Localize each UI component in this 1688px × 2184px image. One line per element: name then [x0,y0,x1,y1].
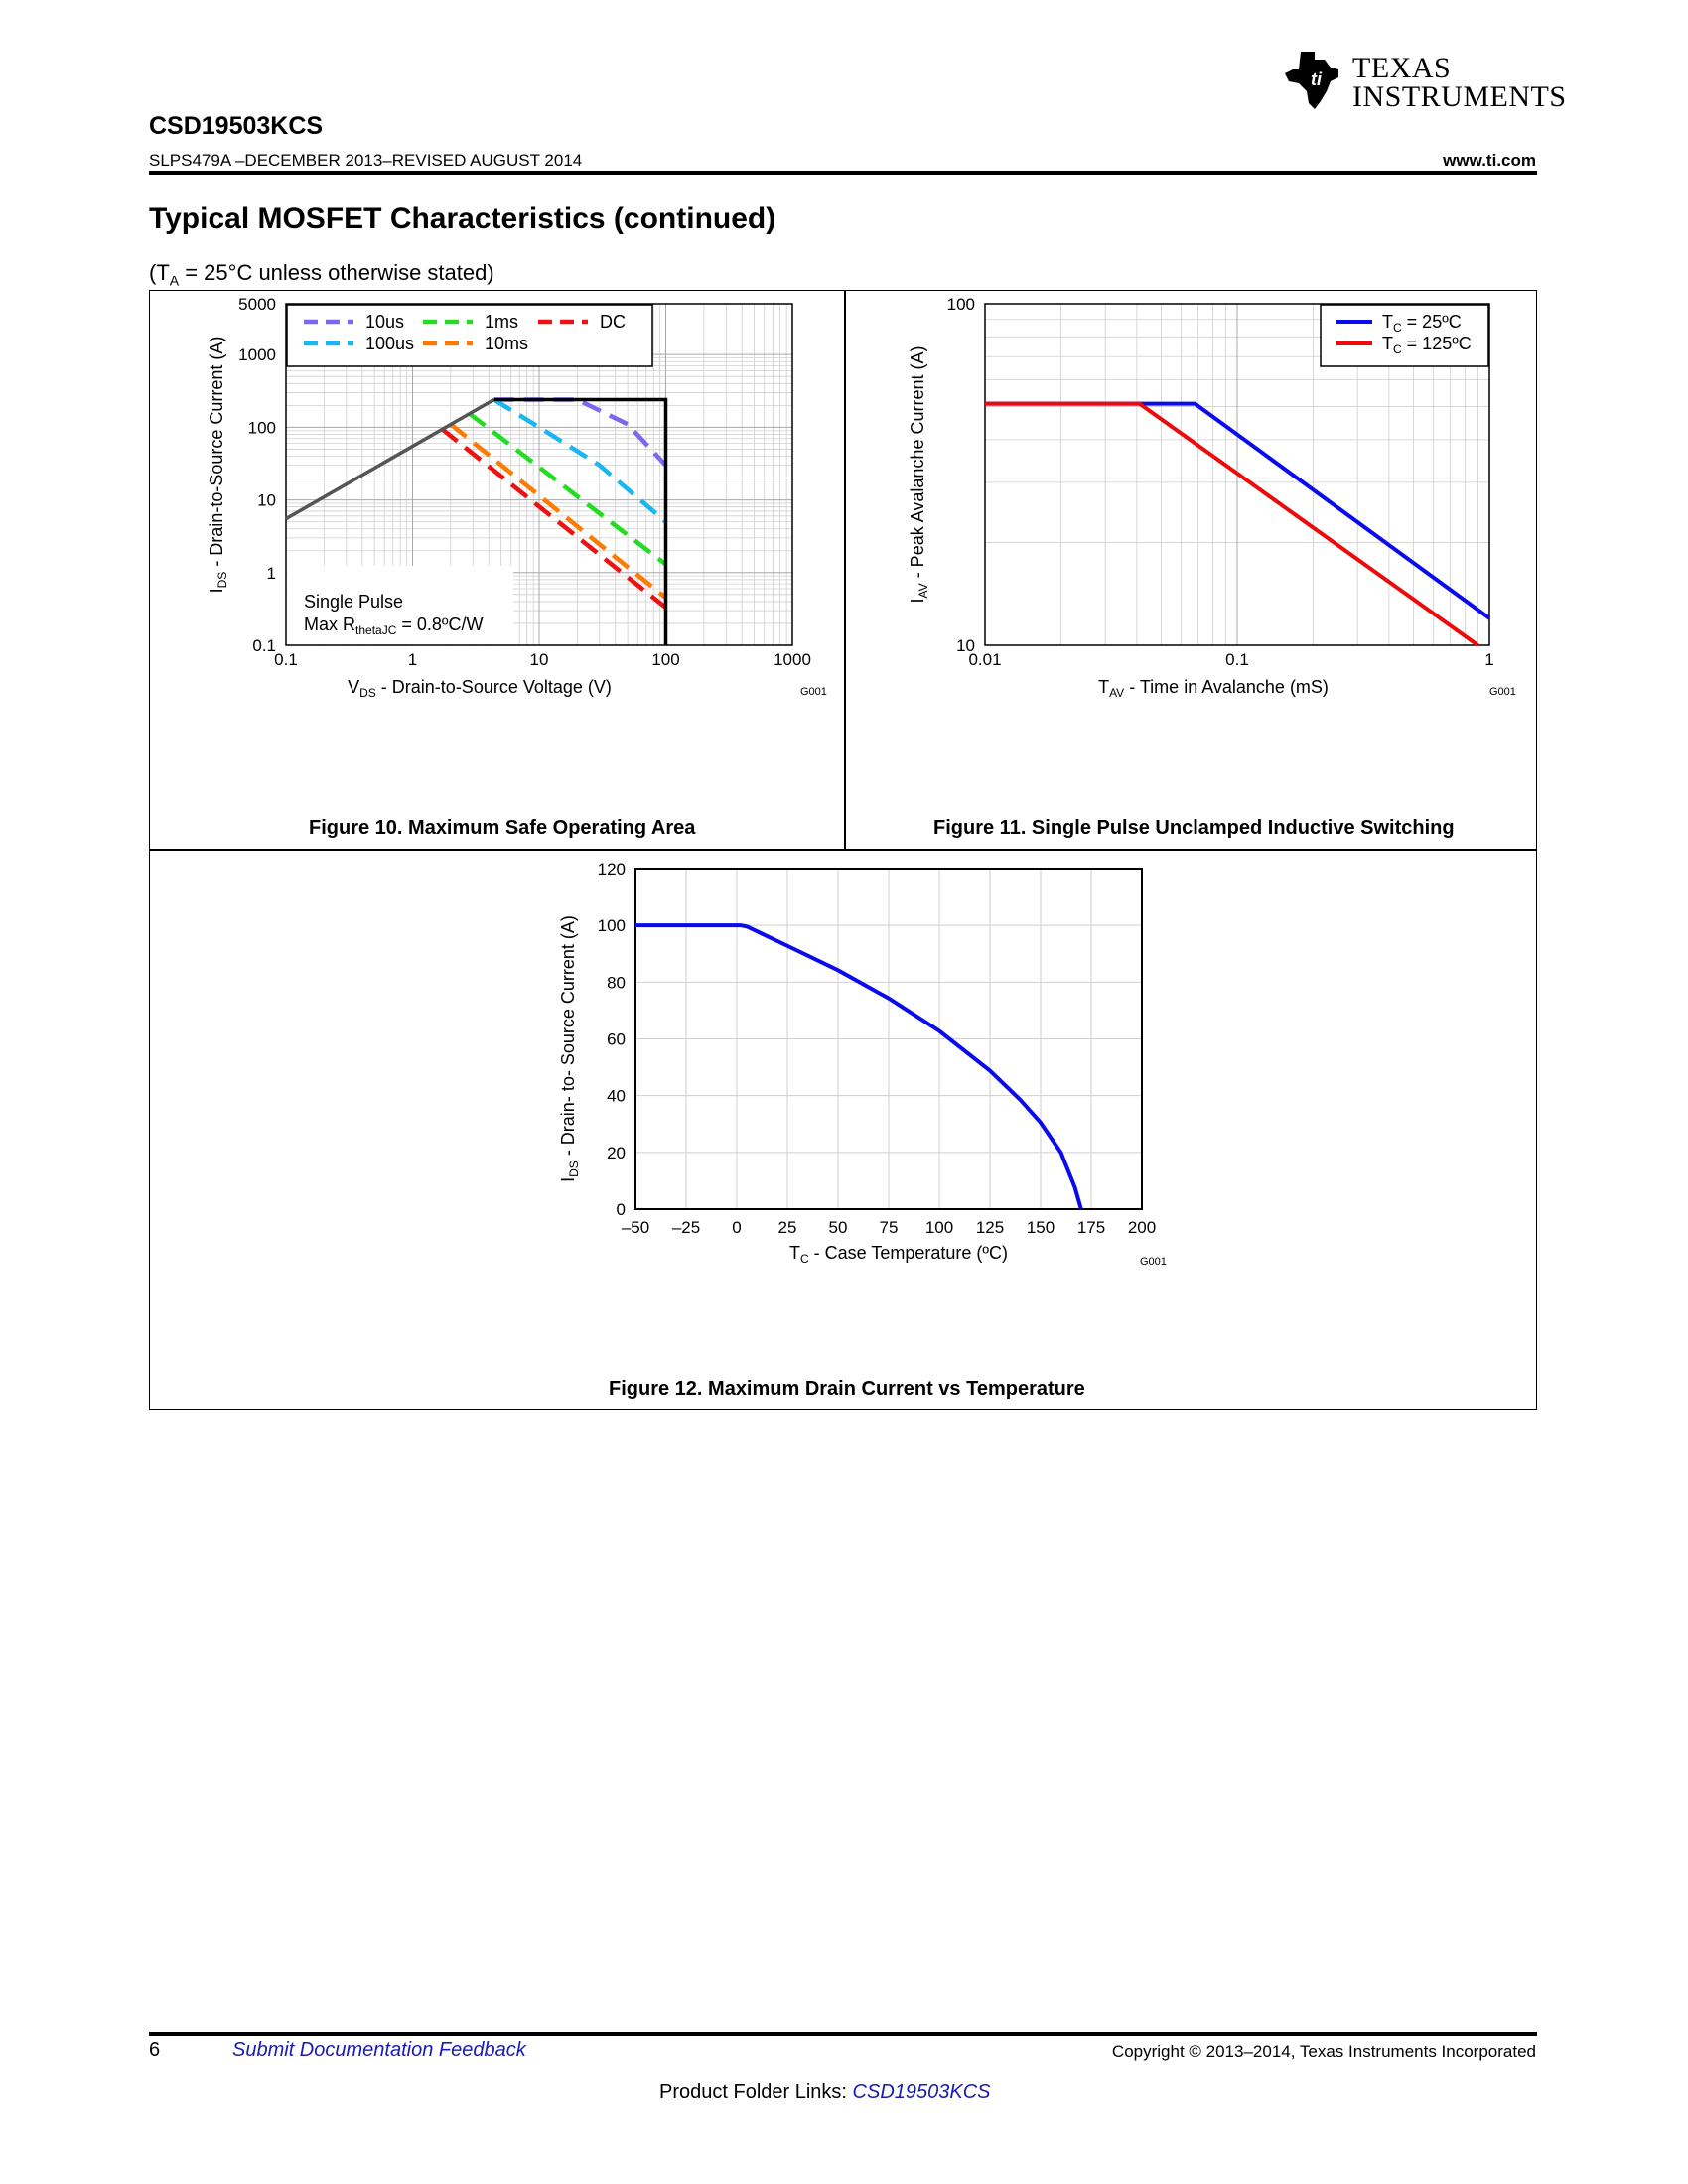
x-tick-label: 0.01 [968,650,1001,669]
x-tick-label: 100 [925,1218,953,1237]
y-axis-label: IAV - Peak Avalanche Current (A) [908,346,930,604]
folder-link[interactable]: CSD19503KCS [852,2081,991,2103]
y-tick-label: 5000 [238,295,276,314]
legend-label-tc-25c: TC = 25ºC [1382,312,1462,335]
y-tick-label: 1 [267,564,276,583]
y-tick-label: 80 [607,973,626,992]
x-tick-label: –50 [622,1218,649,1237]
page-number: 6 [149,2039,161,2061]
legend-label-10ms: 10ms [485,334,528,353]
x-tick-label: 0.1 [274,650,298,669]
annotation-line-1: Single Pulse [304,592,403,612]
x-tick-label: 125 [976,1218,1004,1237]
document-id: SLPS479A –DECEMBER 2013–REVISED AUGUST 2… [149,151,583,170]
y-tick-label: 100 [598,916,626,935]
drain-current-temperature-chart: –50 –25 0 25 50 75 100 125 150 175 200 0 20 40 60 80 100… [558,860,1167,1268]
legend-label-10us: 10us [365,312,404,332]
x-tick-label: 75 [880,1218,899,1237]
x-axis-label: VDS - Drain-to-Source Voltage (V) [348,677,612,700]
logo-line-1: TEXAS [1352,52,1452,84]
legend-box [1320,304,1489,367]
soa-boundary-line [493,397,668,645]
website-link[interactable]: www.ti.com [1443,151,1536,170]
copyright: Copyright © 2013–2014, Texas Instruments… [1111,2042,1536,2061]
x-tick-label: 50 [829,1218,848,1237]
graph-tag: G001 [800,686,827,698]
legend-label-100us: 100us [365,334,414,353]
y-tick-label: 100 [248,418,276,437]
graph-tag: G001 [1140,1256,1167,1268]
y-tick-label: 20 [607,1144,626,1162]
svg-text:ti: ti [1311,69,1323,89]
annotation-line-2: Max RthetaJC = 0.8ºC/W [304,614,483,637]
ti-logo: ti TEXAS INSTRUMENTS [1281,48,1566,117]
ti-state-icon: ti [1285,52,1338,109]
x-tick-label: 1 [408,650,417,669]
y-tick-label: 0.1 [252,636,276,655]
x-axis-label: TAV - Time in Avalanche (mS) [1098,677,1329,700]
legend-box [286,304,653,367]
footer-rule [149,2032,1537,2036]
figure-divider-horizontal [149,849,1537,851]
series-line-100us [492,397,667,524]
y-tick-label: 1000 [238,345,276,364]
y-tick-label: 60 [607,1030,626,1049]
figure-12-caption: Figure 12. Maximum Drain Current vs Temp… [609,1378,1085,1400]
plot-frame [285,303,793,646]
x-tick-label: 0 [732,1218,741,1237]
x-tick-label: 1 [1484,650,1493,669]
y-axis-label: IDS - Drain- to- Source Current (A) [558,915,581,1182]
test-condition: (TA = 25°C unless otherwise stated) [149,260,494,289]
product-folder-links: Product Folder Links: CSD19503KCS [659,2081,991,2104]
plot-frame [984,303,1490,646]
series-line-drain-current [635,923,1083,1210]
x-tick-label: –25 [672,1218,700,1237]
legend-label-dc: DC [600,312,626,332]
series-line-tc-125c [985,401,1479,647]
section-title: Typical MOSFET Characteristics (continue… [149,203,776,235]
x-tick-label: 150 [1027,1218,1055,1237]
y-tick-label: 120 [598,860,626,879]
y-tick-label: 10 [956,636,975,655]
rds-limit-line [285,398,495,521]
legend-label-tc-125c: TC = 125ºC [1382,334,1472,356]
x-tick-label: 200 [1128,1218,1156,1237]
plot-frame [634,868,1143,1210]
x-tick-label: 1000 [774,650,811,669]
x-tick-label: 175 [1077,1218,1105,1237]
folder-label: Product Folder Links: [659,2081,853,2103]
ti-wordmark: TEXAS INSTRUMENTS [1352,52,1567,113]
y-tick-label: 40 [607,1087,626,1106]
part-number: CSD19503KCS [149,112,324,140]
x-tick-label: 0.1 [1225,650,1249,669]
safe-operating-area-chart: 0.1 1 10 100 1000 0.1 1 10 100 1000 5000 10us 100us 1… [207,295,827,700]
x-tick-label: 25 [778,1218,797,1237]
x-tick-label: 10 [530,650,549,669]
figure-11-caption: Figure 11. Single Pulse Unclamped Induct… [933,817,1455,839]
x-tick-label: 100 [651,650,679,669]
feedback-link[interactable]: Submit Documentation Feedback [232,2039,526,2061]
header-rule [149,171,1537,175]
figure-divider-vertical [844,290,846,850]
x-axis-label: TC - Case Temperature (ºC) [789,1243,1008,1266]
y-tick-label: 10 [257,491,276,510]
series-line-1ms [468,411,667,567]
y-tick-label: 0 [617,1200,626,1219]
legend-label-1ms: 1ms [485,312,518,332]
y-axis-label: IDS - Drain-to-Source Current (A) [207,337,229,594]
y-tick-label: 100 [947,295,975,314]
graph-tag: G001 [1489,686,1516,698]
series-line-10ms [449,422,667,600]
figure-10-caption: Figure 10. Maximum Safe Operating Area [309,817,696,839]
series-line-dc [440,427,667,610]
logo-line-2: INSTRUMENTS [1352,80,1567,113]
annotation-box [287,566,513,644]
